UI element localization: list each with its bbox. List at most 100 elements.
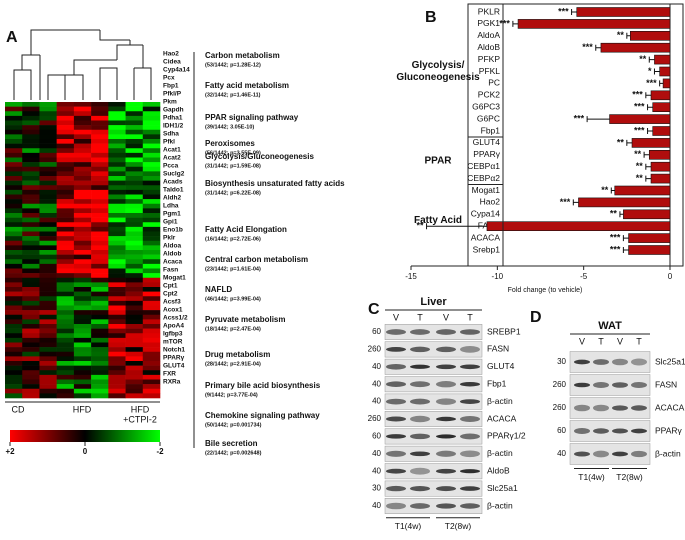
bar xyxy=(517,19,671,29)
heatmap-cell xyxy=(125,115,144,121)
panel-label: A xyxy=(6,29,18,46)
heatmap-cell xyxy=(39,347,57,353)
heatmap-cell xyxy=(39,273,57,279)
timepoint-label: T2(8w) xyxy=(616,472,643,482)
heatmap-cell xyxy=(125,166,144,172)
pathway-name: NAFLD xyxy=(205,285,232,294)
heatmap-cell xyxy=(108,310,126,316)
heatmap-cell xyxy=(5,351,23,357)
protein-label: β-actin xyxy=(487,500,513,510)
heatmap-cell xyxy=(5,180,23,186)
group-label: Gluconeogenesis xyxy=(396,72,480,83)
gene-label: Acads xyxy=(163,179,183,186)
heatmap-cell xyxy=(125,254,144,260)
heatmap-cell xyxy=(22,111,40,117)
heatmap-cell xyxy=(125,226,144,232)
heatmap-cell xyxy=(73,152,92,158)
heatmap-cell xyxy=(22,259,40,265)
heatmap-cell xyxy=(73,222,92,228)
category-label: AldoB xyxy=(477,42,500,52)
bar xyxy=(631,138,671,148)
gene-label: Hao2 xyxy=(163,51,179,58)
heatmap-cell xyxy=(22,273,40,279)
heatmap-cell xyxy=(108,115,126,121)
heatmap-cell xyxy=(125,328,144,334)
blot-band xyxy=(436,468,456,474)
heatmap-cell xyxy=(22,314,40,320)
heatmap-cell xyxy=(108,291,126,297)
gene-label: Suclg2 xyxy=(163,171,185,178)
heatmap-cell xyxy=(56,213,75,218)
heatmap-cell xyxy=(5,148,23,154)
pathway-name: Carbon metabolism xyxy=(205,51,280,60)
blot-band xyxy=(631,428,647,434)
heatmap-cell xyxy=(56,245,75,251)
heatmap-cell xyxy=(22,333,40,339)
heatmap-cell xyxy=(39,374,57,380)
pathway-stats: (56/1442; p=3.55E-09) xyxy=(205,150,261,156)
bar xyxy=(629,30,671,41)
x-tick-label: -5 xyxy=(580,272,588,281)
pathway-stats: (16/1442; p=2.72E-06) xyxy=(205,236,261,242)
heatmap-cell xyxy=(142,356,161,362)
heatmap-cell xyxy=(91,226,109,232)
significance-label: ** xyxy=(639,54,647,64)
heatmap-cell xyxy=(39,361,57,366)
blot-band xyxy=(593,359,609,365)
heatmap-cell xyxy=(39,194,57,200)
heatmap-cell xyxy=(5,300,23,306)
heatmap-cell xyxy=(142,337,161,343)
blot-band xyxy=(436,329,456,335)
heatmap-cell xyxy=(56,250,75,255)
gene-label: Acaca xyxy=(163,259,183,266)
heatmap-cell xyxy=(39,370,57,376)
category-label: PPARγ xyxy=(473,149,501,159)
heatmap-cell xyxy=(108,226,126,232)
heatmap-cell xyxy=(73,296,92,302)
significance-label: *** xyxy=(634,125,645,135)
heatmap-cell xyxy=(108,384,126,390)
heatmap-cell xyxy=(142,148,161,154)
scale-tick-label: -2 xyxy=(156,447,164,456)
heatmap-cell xyxy=(91,106,109,112)
heatmap-cell xyxy=(73,111,92,117)
heatmap-cell xyxy=(5,268,23,274)
blot-strip xyxy=(384,358,483,375)
heatmap-cell xyxy=(56,393,75,399)
heatmap-cell xyxy=(108,199,126,205)
heatmap-cell xyxy=(39,333,57,339)
heatmap-cell xyxy=(91,157,109,163)
heatmap-cell xyxy=(73,300,92,306)
mw-label: 260 xyxy=(553,380,567,389)
heatmap-cell xyxy=(125,347,144,353)
heatmap-cell xyxy=(91,328,109,334)
bar xyxy=(623,209,671,220)
category-label: CEBPα2 xyxy=(467,173,500,183)
panel-label: B xyxy=(425,9,437,26)
pathway-stats: (32/1442; p=1.46E-11) xyxy=(205,92,261,98)
heatmap-cell xyxy=(73,185,92,191)
gene-label: Cyp4a14 xyxy=(163,67,190,74)
heatmap-cell xyxy=(125,143,144,149)
heatmap-cell xyxy=(56,102,75,107)
heatmap-cell xyxy=(73,361,92,366)
error-bar xyxy=(619,211,624,218)
heatmap-cell xyxy=(91,337,109,343)
heatmap-cell xyxy=(91,384,109,390)
pathway-stats: (50/1442; p=0.001734) xyxy=(205,422,262,428)
heatmap-cell xyxy=(39,102,57,107)
heatmap-cell xyxy=(91,115,109,121)
heatmap-cell xyxy=(22,282,40,288)
heatmap-cell xyxy=(56,152,75,158)
heatmap-cell xyxy=(5,393,23,399)
heatmap-cell xyxy=(108,236,126,242)
heatmap-cell xyxy=(22,152,40,158)
heatmap-cell xyxy=(108,231,126,237)
heatmap-cell xyxy=(73,328,92,334)
heatmap-cell xyxy=(73,388,92,394)
blot-band xyxy=(436,381,456,388)
heatmap-cell xyxy=(73,393,92,399)
heatmap-cell xyxy=(5,176,23,181)
heatmap-cell xyxy=(142,213,161,218)
heatmap-cell xyxy=(108,162,126,168)
